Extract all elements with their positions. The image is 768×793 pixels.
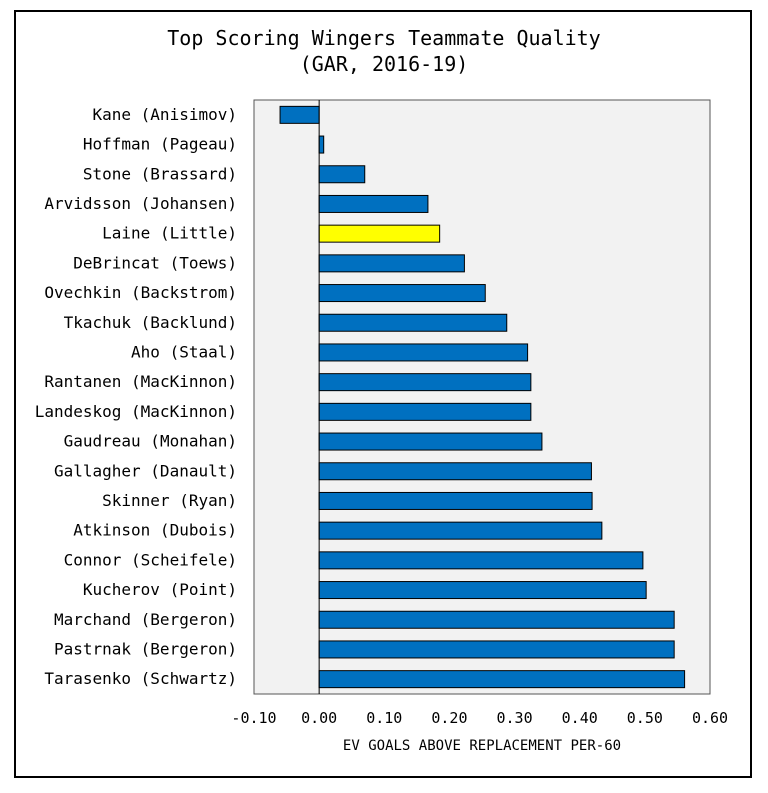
bar-11 — [318, 432, 543, 451]
category-label-17: Marchand (Bergeron) — [54, 610, 237, 629]
bar-9 — [318, 373, 532, 392]
x-tick-label-1: 0.00 — [301, 709, 337, 727]
bar-13 — [318, 491, 593, 510]
bar-4 — [318, 224, 441, 243]
chart-title: Top Scoring Wingers Teammate Quality — [167, 26, 601, 50]
x-tick-label-7: 0.60 — [692, 709, 728, 727]
category-label-16: Kucherov (Point) — [83, 580, 237, 599]
x-tick-label-3: 0.20 — [431, 709, 467, 727]
category-label-9: Rantanen (MacKinnon) — [44, 372, 237, 391]
bar-7 — [318, 313, 508, 332]
plot-area — [253, 99, 711, 695]
category-label-15: Connor (Scheifele) — [64, 550, 237, 569]
category-label-5: DeBrincat (Toews) — [73, 253, 237, 272]
category-label-14: Atkinson (Dubois) — [73, 521, 237, 540]
bar-0 — [279, 105, 320, 124]
x-tick-label-2: 0.10 — [366, 709, 402, 727]
chart-subtitle: (GAR, 2016-19) — [299, 52, 469, 76]
category-label-11: Gaudreau (Monahan) — [64, 432, 237, 451]
category-label-3: Arvidsson (Johansen) — [44, 194, 237, 213]
bar-19 — [318, 670, 686, 689]
x-tick-label-5: 0.40 — [562, 709, 598, 727]
bar-5 — [318, 254, 465, 273]
category-label-0: Kane (Anisimov) — [93, 105, 238, 124]
category-label-6: Ovechkin (Backstrom) — [44, 283, 237, 302]
bar-14 — [318, 521, 603, 540]
bar-16 — [318, 581, 647, 600]
category-label-18: Pastrnak (Bergeron) — [54, 639, 237, 658]
category-label-12: Gallagher (Danault) — [54, 461, 237, 480]
bar-17 — [318, 610, 675, 629]
bar-15 — [318, 551, 644, 570]
category-label-10: Landeskog (MacKinnon) — [35, 402, 237, 421]
x-axis-label: EV GOALS ABOVE REPLACEMENT PER-60 — [343, 738, 621, 754]
category-label-13: Skinner (Ryan) — [102, 491, 237, 510]
x-tick-label-0: -0.10 — [231, 709, 276, 727]
category-label-1: Hoffman (Pageau) — [83, 135, 237, 154]
category-label-4: Laine (Little) — [102, 224, 237, 243]
bar-2 — [318, 165, 366, 184]
category-label-19: Tarasenko (Schwartz) — [44, 669, 237, 688]
category-label-2: Stone (Brassard) — [83, 164, 237, 183]
category-label-8: Aho (Staal) — [131, 342, 237, 361]
category-label-7: Tkachuk (Backlund) — [64, 313, 237, 332]
bar-1 — [318, 135, 325, 154]
bar-18 — [318, 640, 675, 659]
bar-3 — [318, 194, 429, 213]
bar-8 — [318, 343, 529, 362]
bar-10 — [318, 402, 532, 421]
x-tick-label-4: 0.30 — [497, 709, 533, 727]
x-tick-label-6: 0.50 — [627, 709, 663, 727]
bar-12 — [318, 462, 592, 481]
bar-6 — [318, 284, 486, 303]
